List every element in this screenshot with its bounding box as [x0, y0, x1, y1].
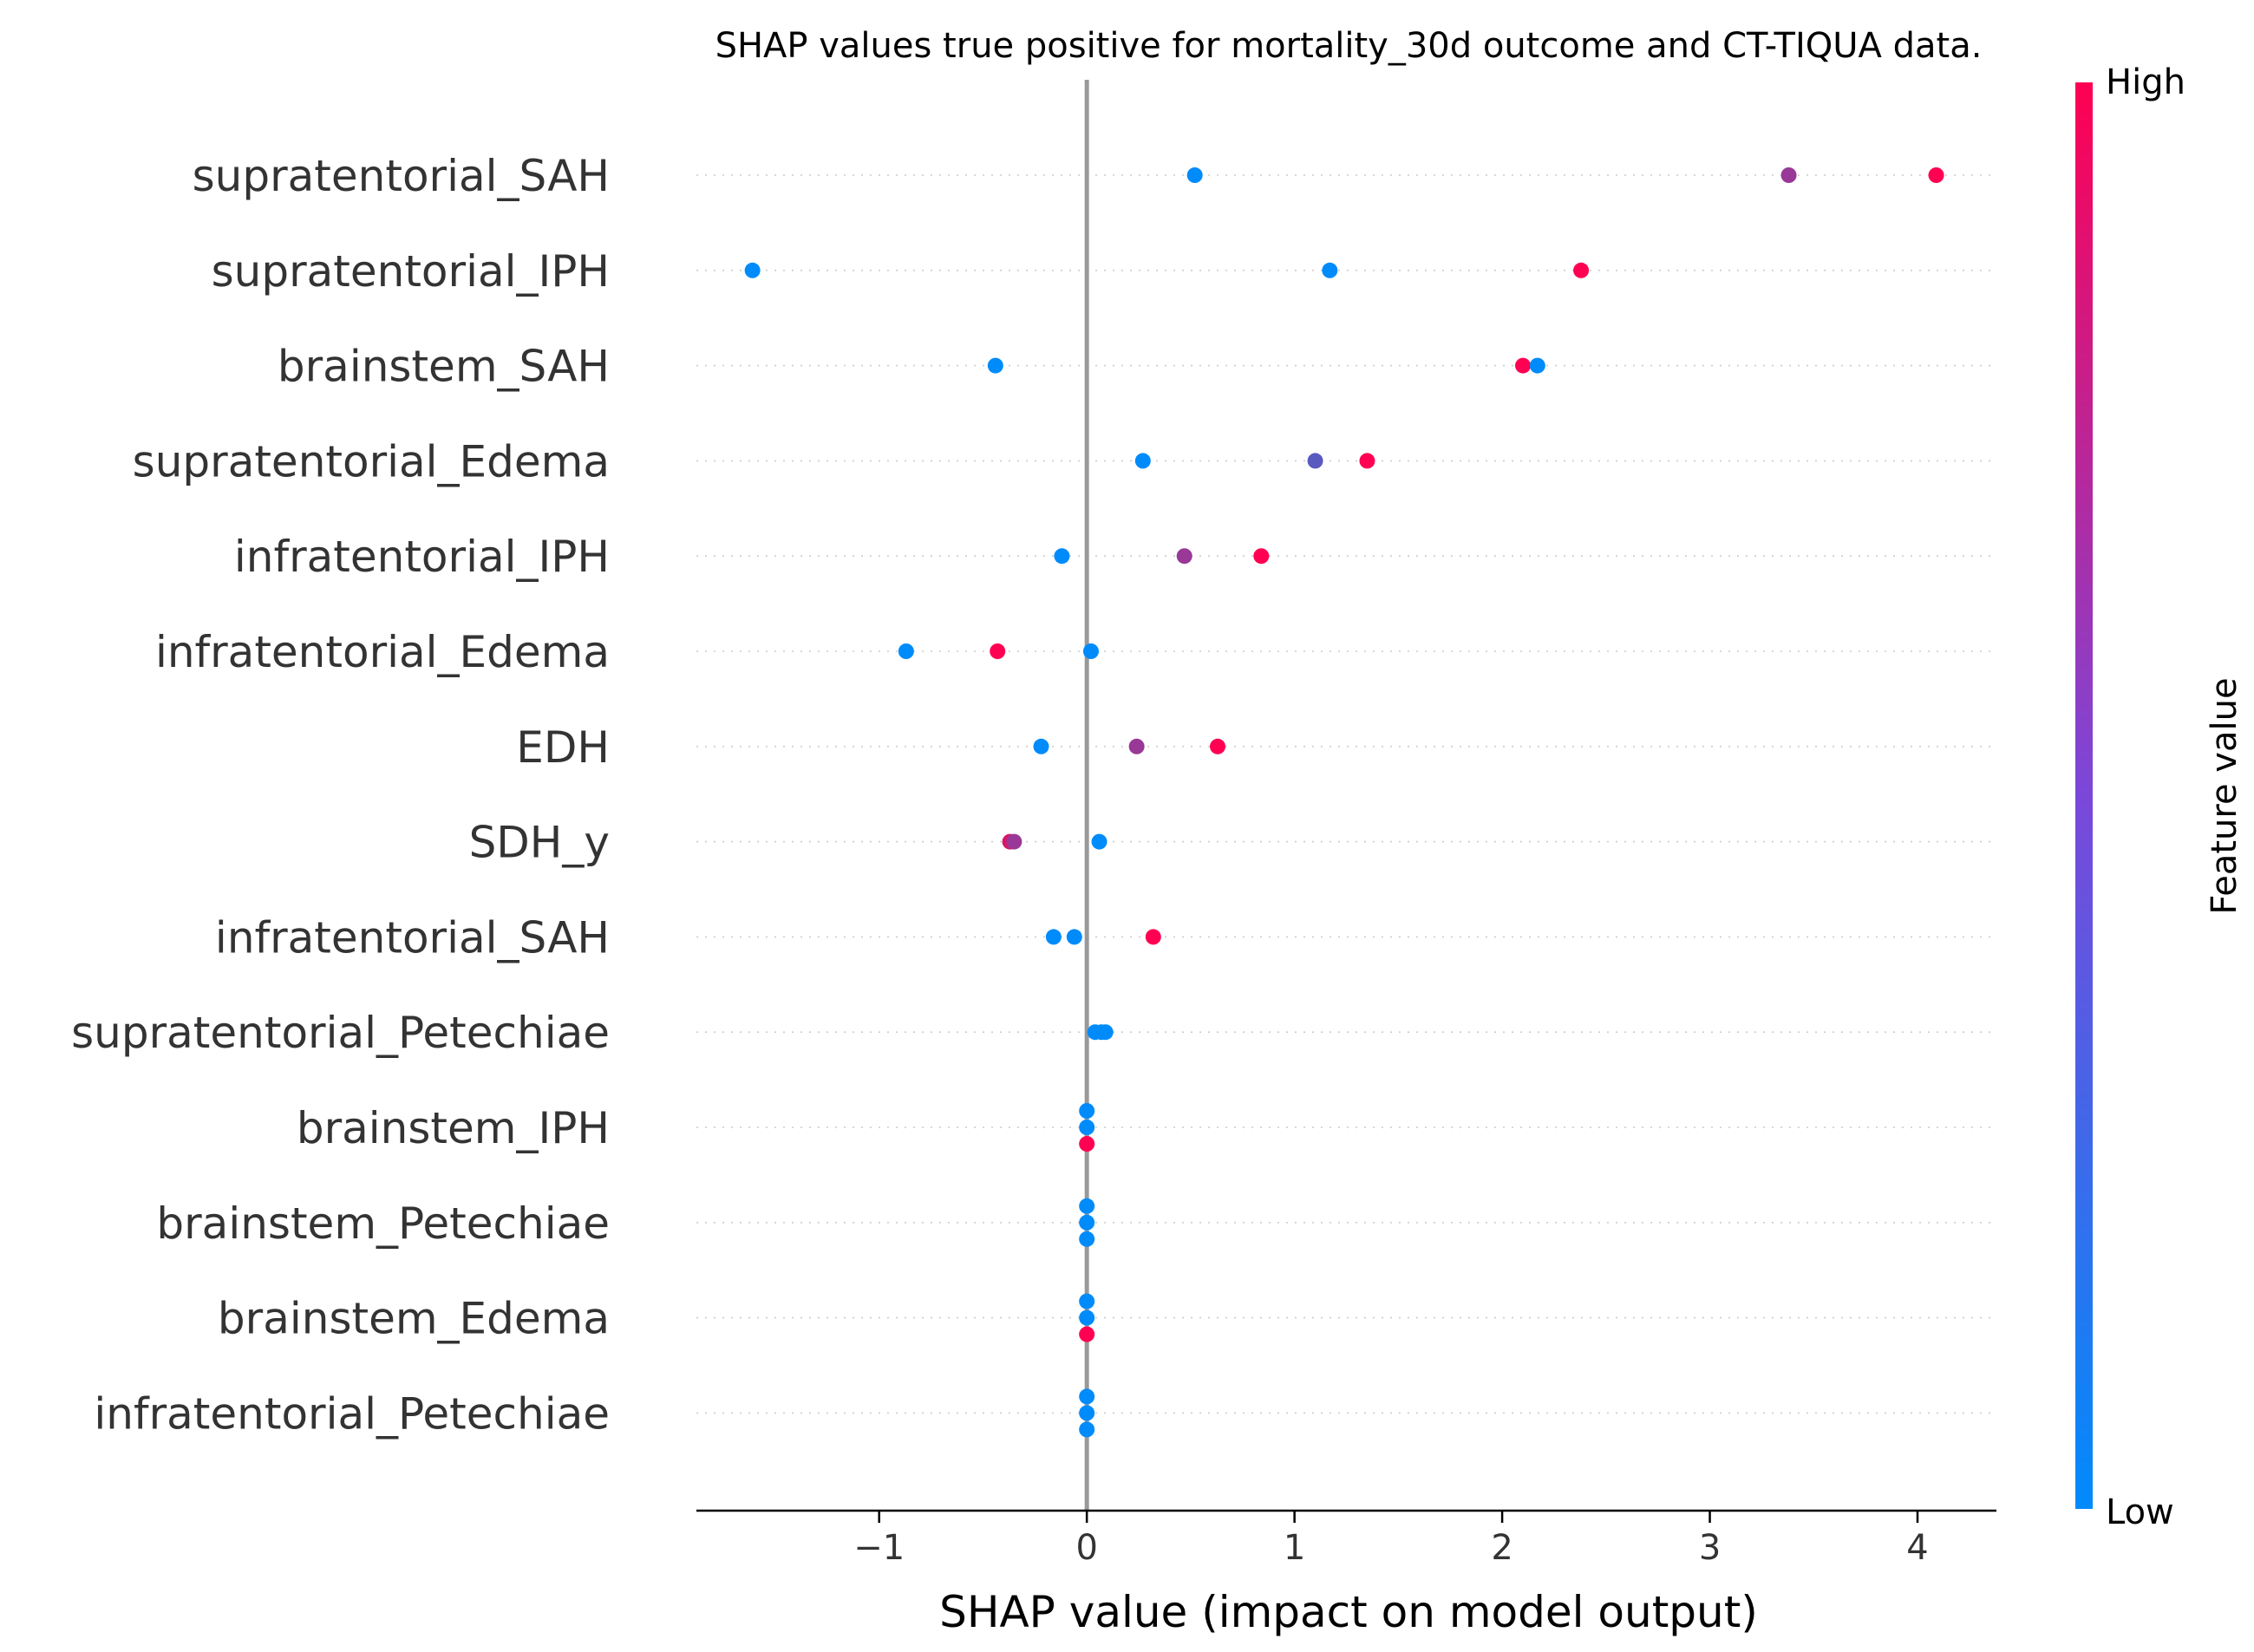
shap-point: [1079, 1309, 1095, 1326]
feature-label: SDH_y: [469, 818, 610, 868]
colorbar-high-label: High: [2106, 62, 2185, 102]
shap-point: [1145, 929, 1161, 945]
shap-point: [1186, 167, 1203, 183]
shap-point: [1082, 643, 1099, 659]
x-tick-label: 3: [1699, 1528, 1721, 1568]
shap-point: [1573, 262, 1590, 278]
feature-label: supratentorial_Petechiae: [71, 1008, 610, 1058]
shap-point: [1176, 548, 1192, 565]
row-gridlines: [696, 174, 1996, 1414]
shap-point: [1079, 1103, 1095, 1119]
shap-point: [990, 643, 1006, 659]
feature-label: supratentorial_IPH: [212, 246, 610, 297]
shap-point: [1529, 357, 1545, 374]
shap-points: [744, 167, 1944, 1438]
shap-point: [1079, 1421, 1095, 1438]
x-tick-label: 4: [1906, 1528, 1928, 1568]
shap-point: [1033, 738, 1049, 754]
x-tick-label: 1: [1284, 1528, 1305, 1568]
shap-point: [1079, 1326, 1095, 1342]
shap-point: [987, 357, 1003, 374]
feature-label: infratentorial_Petechiae: [94, 1388, 610, 1439]
shap-point: [1066, 929, 1082, 945]
shap-point: [1054, 548, 1070, 565]
x-axis-label: SHAP value (impact on model output): [939, 1587, 1758, 1637]
shap-point: [1079, 1405, 1095, 1421]
shap-point: [1079, 1231, 1095, 1247]
shap-point: [1322, 262, 1338, 278]
feature-label: infratentorial_Edema: [155, 627, 610, 677]
shap-point: [1128, 738, 1145, 754]
feature-label: supratentorial_Edema: [133, 436, 610, 486]
x-axis-ticks: −1 0 1 2 3 4: [853, 1511, 1929, 1568]
feature-label: infratentorial_IPH: [234, 532, 610, 582]
shap-point: [1079, 1388, 1095, 1405]
shap-point: [1780, 167, 1797, 183]
shap-point: [898, 643, 914, 659]
shap-point: [1091, 833, 1107, 850]
feature-label: brainstem_SAH: [278, 342, 610, 392]
shap-point: [1515, 357, 1532, 374]
feature-label: brainstem_Edema: [218, 1294, 610, 1344]
shap-point: [1006, 833, 1022, 850]
colorbar: High Low Feature value: [2075, 62, 2244, 1532]
chart-title: SHAP values true positive for mortality_…: [715, 26, 1983, 66]
feature-label: infratentorial_SAH: [215, 912, 610, 963]
shap-point: [744, 262, 761, 278]
feature-label: supratentorial_SAH: [193, 151, 610, 201]
feature-labels: supratentorial_SAH supratentorial_IPHbrai…: [71, 151, 610, 1439]
shap-point: [1359, 453, 1375, 469]
x-tick-label: 0: [1075, 1528, 1097, 1568]
feature-label: EDH: [516, 722, 610, 773]
shap-point: [1079, 1293, 1095, 1309]
x-tick-label: 2: [1491, 1528, 1512, 1568]
shap-point: [1134, 453, 1151, 469]
shap-point: [1210, 738, 1226, 754]
x-tick-label: −1: [853, 1528, 905, 1568]
colorbar-gradient: [2075, 82, 2093, 1509]
shap-point: [1307, 453, 1323, 469]
feature-label: brainstem_Petechiae: [156, 1198, 610, 1249]
feature-label: brainstem_IPH: [297, 1103, 610, 1153]
shap-point: [1928, 167, 1944, 183]
shap-point: [1079, 1120, 1095, 1135]
shap-point: [1097, 1024, 1114, 1041]
shap-point: [1079, 1198, 1095, 1214]
colorbar-title: Feature value: [2205, 677, 2244, 914]
shap-point: [1045, 929, 1062, 945]
shap-point: [1079, 1214, 1095, 1231]
shap-point: [1079, 1136, 1095, 1152]
shap-point: [1253, 548, 1270, 565]
colorbar-low-label: Low: [2106, 1492, 2174, 1532]
